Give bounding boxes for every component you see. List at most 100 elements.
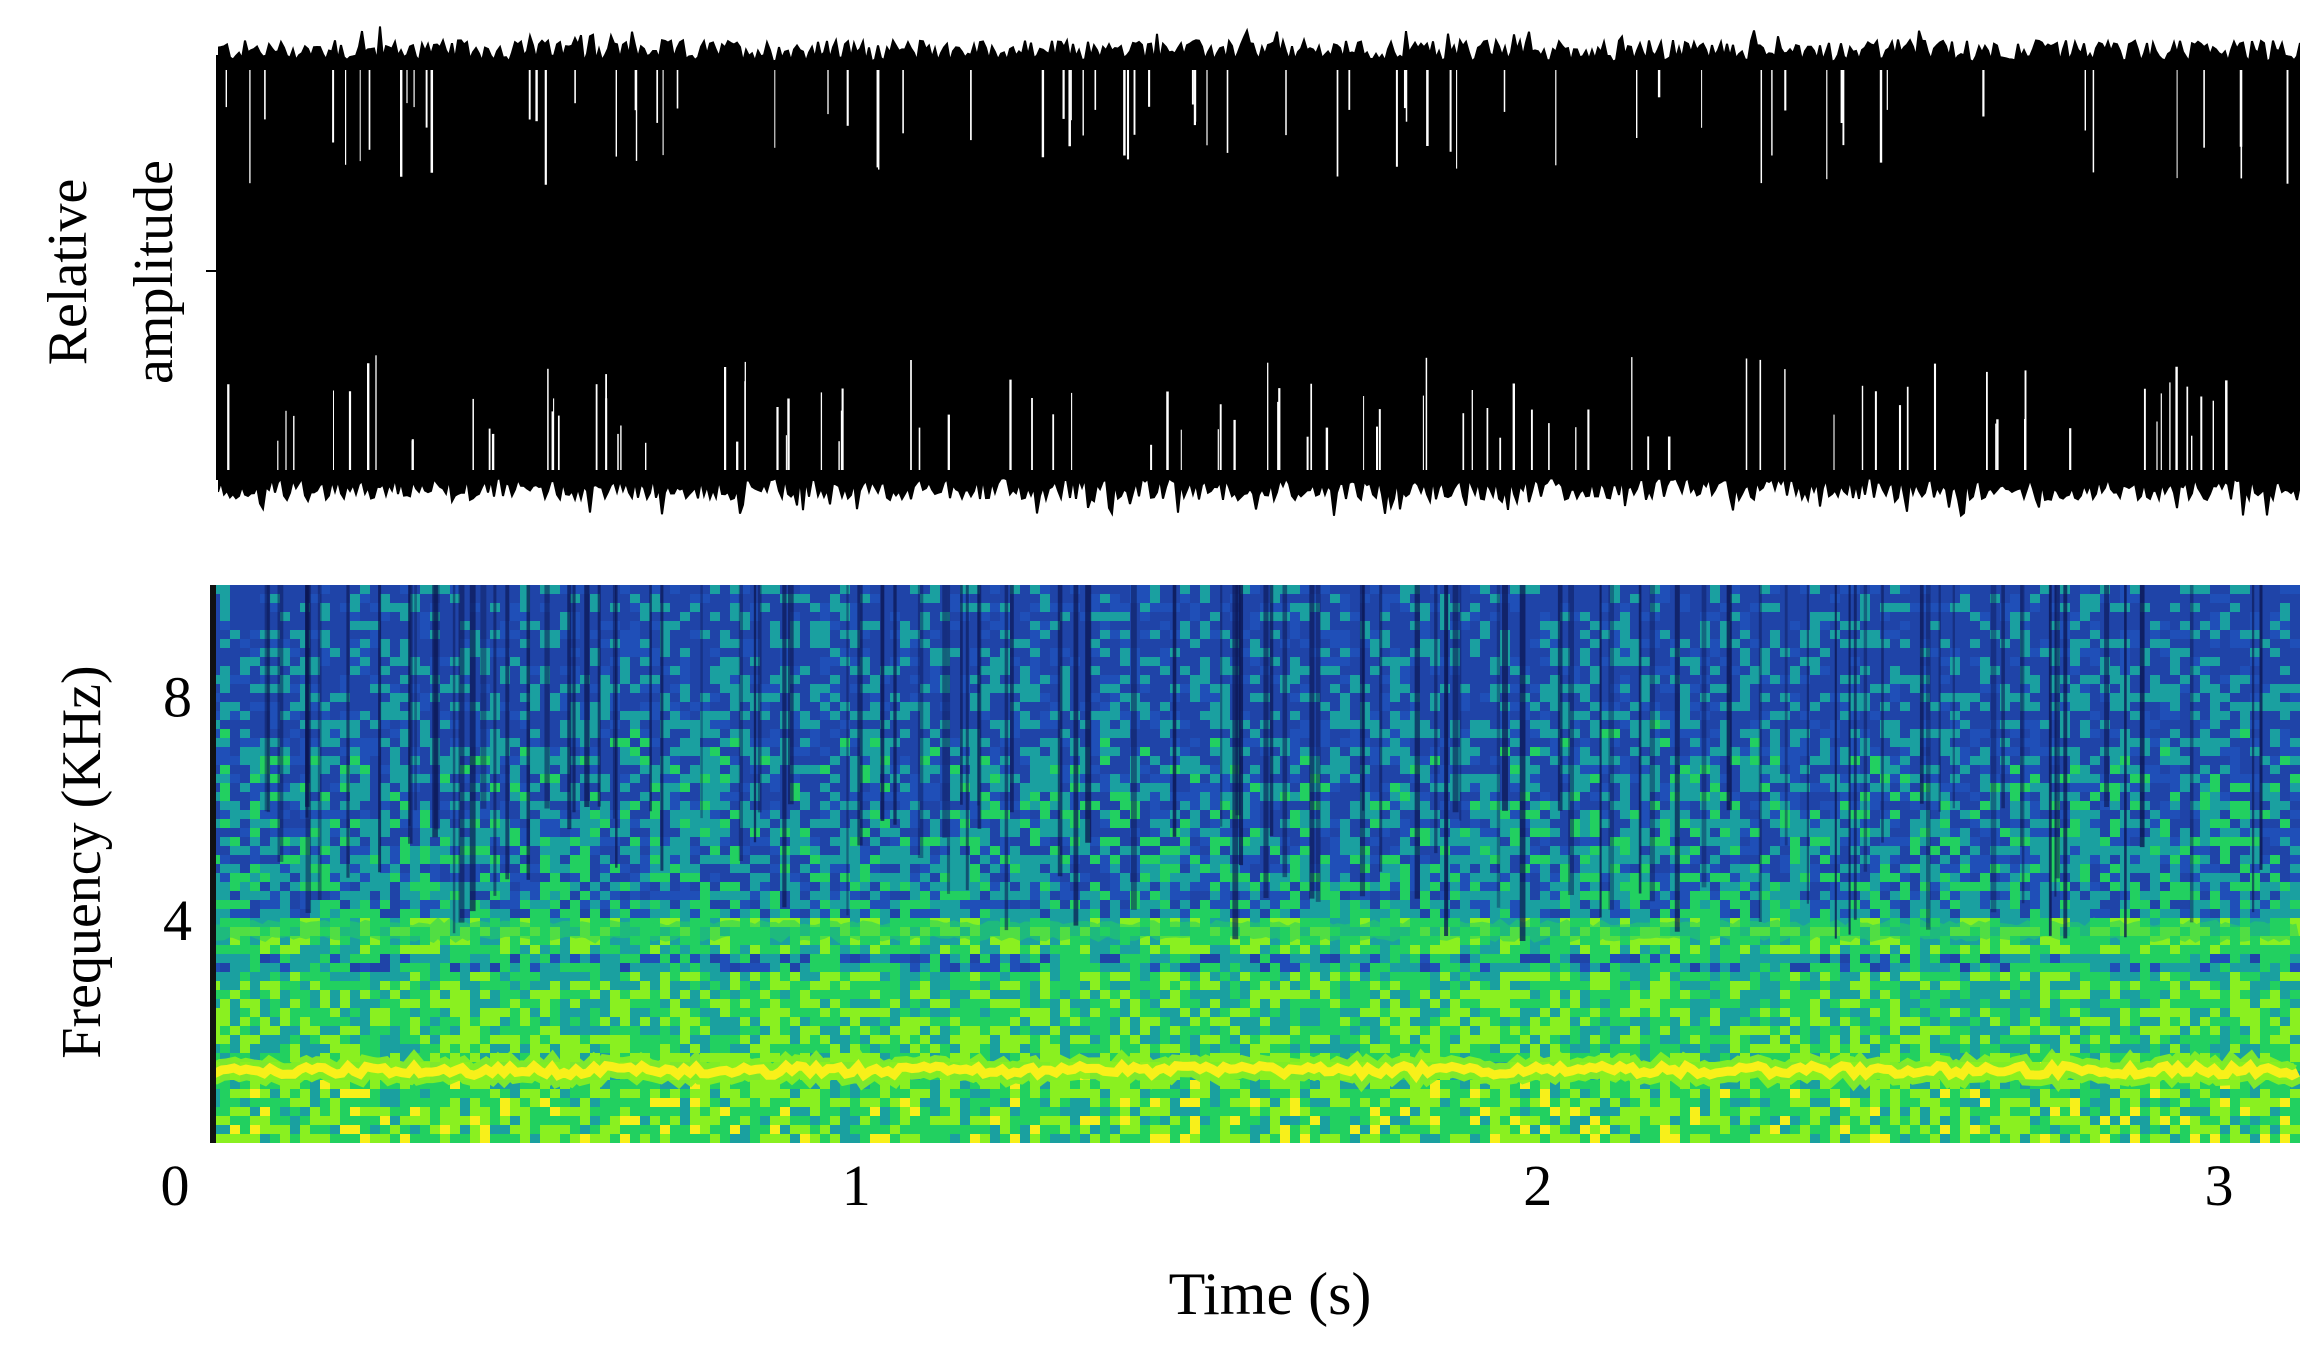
spectrogram-cell (1480, 846, 1490, 855)
spectrogram-cell (790, 810, 800, 819)
spectrogram-cell (1320, 891, 1330, 900)
spectrogram-cell (1580, 855, 1590, 864)
spectrogram-cell (630, 819, 640, 828)
spectrogram-cell (1610, 702, 1620, 711)
spectrogram-cell (1730, 702, 1740, 711)
spectrogram-cell (1840, 882, 1850, 891)
spectrogram-cell (2130, 666, 2140, 675)
spectrogram-cell (270, 819, 280, 828)
spectrogram-cell (1710, 729, 1720, 738)
spectrogram-cell (1110, 837, 1120, 846)
spectrogram-cell (1310, 900, 1320, 909)
spectrogram-cell (1300, 612, 1310, 621)
spectrogram-cell (2080, 819, 2090, 828)
spectrogram-cell (260, 648, 270, 657)
spectrogram-cell (1780, 882, 1790, 891)
spectrogram-cell (360, 891, 370, 900)
spectrogram-cell (660, 702, 670, 711)
spectrogram-cell (1450, 891, 1460, 900)
spectrogram-cell (740, 783, 750, 792)
spectrogram-cell (250, 864, 260, 873)
spectrogram-cell (1400, 675, 1410, 684)
spectrogram-cell (1400, 747, 1410, 756)
spectrogram-cell (1400, 765, 1410, 774)
spectrogram-cell (2000, 693, 2010, 702)
spectrogram-cell (250, 828, 260, 837)
spectrogram-cell (860, 738, 870, 747)
spectrogram-cell (2240, 585, 2250, 594)
spectrogram-cell (1750, 873, 1760, 882)
spectrogram-cell (550, 918, 560, 927)
spectrogram-cell (1650, 594, 1660, 603)
spectrogram-cell (2110, 666, 2120, 675)
spectrogram-cell (1090, 693, 1100, 702)
spectrogram-cell (2000, 747, 2010, 756)
spectrogram-cell (800, 882, 810, 891)
spectrogram-cell (2280, 828, 2290, 837)
spectrogram-cell (1950, 648, 1960, 657)
spectrogram-cell (330, 783, 340, 792)
spectrogram-cell (2040, 909, 2050, 918)
spectrogram-cell (920, 855, 930, 864)
spectrogram-cell (1580, 828, 1590, 837)
spectrogram-cell (1180, 594, 1190, 603)
spectrogram-cell (1870, 846, 1880, 855)
spectrogram-cell (420, 909, 430, 918)
spectrogram-cell (630, 594, 640, 603)
spectrogram-cell (1040, 621, 1050, 630)
spectrogram-cell (1240, 900, 1250, 909)
spectrogram-cell (1080, 774, 1090, 783)
spectrogram-cell (1310, 648, 1320, 657)
spectrogram-cell (1140, 765, 1150, 774)
spectrogram-cell (1700, 909, 1710, 918)
spectrogram-cell (260, 630, 270, 639)
spectrogram-cell (1180, 882, 1190, 891)
spectrogram-cell (2040, 846, 2050, 855)
spectrogram-cell (630, 873, 640, 882)
spectrogram-cell (1090, 891, 1100, 900)
spectrogram-cell (510, 738, 520, 747)
spectrogram-cell (2270, 810, 2280, 819)
spectrogram-cell (480, 756, 490, 765)
spectrogram-cell (2130, 774, 2140, 783)
spectrogram-cell (630, 855, 640, 864)
spectrogram-cell (1530, 846, 1540, 855)
spectrogram-cell (1110, 864, 1120, 873)
spectrogram-cell (1240, 747, 1250, 756)
spectrogram-cell (550, 585, 560, 594)
spectrogram-cell (1420, 720, 1430, 729)
spectrogram-cell (1380, 612, 1390, 621)
spectrogram-cell (1840, 585, 1850, 594)
spectrogram-cell (1790, 909, 1800, 918)
spectrogram-cell (220, 774, 230, 783)
spectrogram-cell (730, 756, 740, 765)
spectrogram-cell (1870, 882, 1880, 891)
spectrogram-cell (1920, 855, 1930, 864)
spectrogram-cell (860, 792, 870, 801)
spectrogram-cell (1330, 765, 1340, 774)
spectrogram-cell (1050, 819, 1060, 828)
spectrogram-cell (1950, 873, 1960, 882)
spectrogram-cell (860, 774, 870, 783)
spectrogram-cell (790, 675, 800, 684)
spectrogram-cell (960, 612, 970, 621)
spectrogram-cell (1470, 891, 1480, 900)
spectrogram-cell (1010, 801, 1020, 810)
spectrogram-cell (1890, 738, 1900, 747)
spectrogram-cell (1590, 873, 1600, 882)
spectrogram-cell (2030, 702, 2040, 711)
spectrogram-cell (1360, 900, 1370, 909)
spectrogram-cell (1020, 693, 1030, 702)
spectrogram-cell (340, 711, 350, 720)
spectrogram-cell (1040, 720, 1050, 729)
spectrogram-cell (1300, 639, 1310, 648)
spectrogram-cell (520, 675, 530, 684)
spectrogram-cell (930, 855, 940, 864)
spectrogram-cell (2010, 819, 2020, 828)
spectrogram-cell (1480, 693, 1490, 702)
spectrogram-cell (2010, 846, 2020, 855)
spectrogram-cell (500, 666, 510, 675)
spectrogram-cell (2200, 828, 2210, 837)
spectrogram-cell (1870, 828, 1880, 837)
spectrogram-cell (710, 666, 720, 675)
